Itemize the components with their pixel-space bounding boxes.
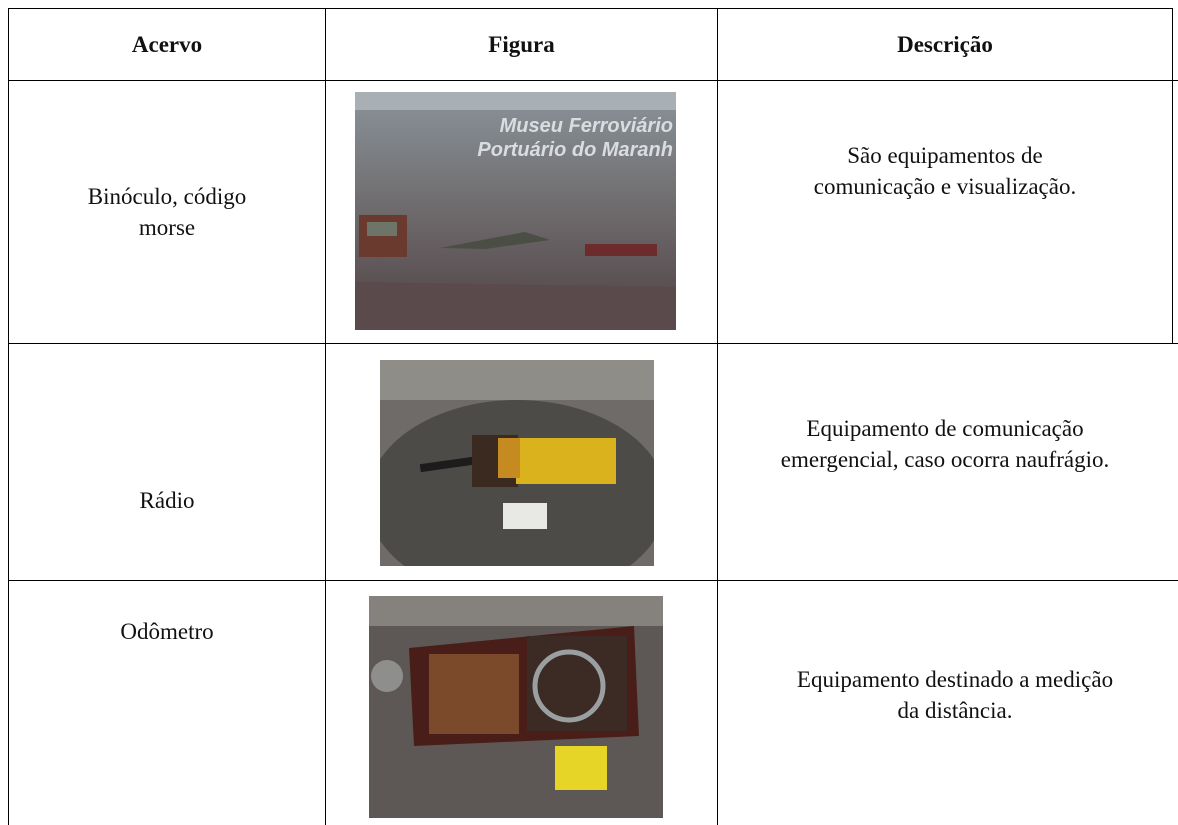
- acervo-cell: Rádio: [9, 420, 325, 580]
- header-cell: Figura: [326, 9, 717, 80]
- descricao-cell: Equipamento de comunicação emergencial, c…: [718, 344, 1172, 544]
- text: Binóculo, código: [87, 184, 247, 209]
- text: Figura: [488, 32, 555, 57]
- text: da distância.: [897, 698, 1013, 723]
- photo-odometro: [369, 596, 663, 818]
- border: [8, 80, 1178, 81]
- sign-text: Museu Ferroviário: [500, 115, 673, 137]
- text: Acervo: [131, 32, 203, 57]
- border: [1172, 8, 1173, 343]
- text: Rádio: [139, 487, 195, 513]
- header-cell: Descrição: [718, 9, 1172, 80]
- text: morse: [138, 215, 196, 240]
- border: [8, 8, 1172, 9]
- text: Odômetro: [120, 618, 214, 644]
- border: [325, 8, 326, 825]
- photo-radio: [380, 360, 654, 566]
- border: [8, 580, 1178, 581]
- text: Descrição: [897, 32, 993, 57]
- border: [8, 343, 1178, 344]
- border: [8, 8, 9, 825]
- text: emergencial, caso ocorra naufrágio.: [780, 447, 1110, 472]
- text: São equipamentos de: [847, 143, 1043, 168]
- descricao-cell: Equipamento destinado a medição da distân…: [718, 620, 1178, 770]
- border: [717, 8, 718, 825]
- header-cell: Acervo: [9, 9, 325, 80]
- acervo-cell: Odômetro: [9, 581, 325, 681]
- descricao-cell: São equipamentos de comunicação e visuali…: [718, 81, 1172, 261]
- sign-text: Portuário do Maranh: [477, 139, 673, 161]
- text: Equipamento de comunicação: [806, 416, 1084, 441]
- text: comunicação e visualização.: [813, 174, 1077, 199]
- acervo-cell: Binóculo, código morse: [9, 81, 325, 343]
- photo-binoculo: Museu Ferroviário Portuário do Maranh: [355, 92, 676, 330]
- text: Equipamento destinado a medição: [796, 667, 1114, 692]
